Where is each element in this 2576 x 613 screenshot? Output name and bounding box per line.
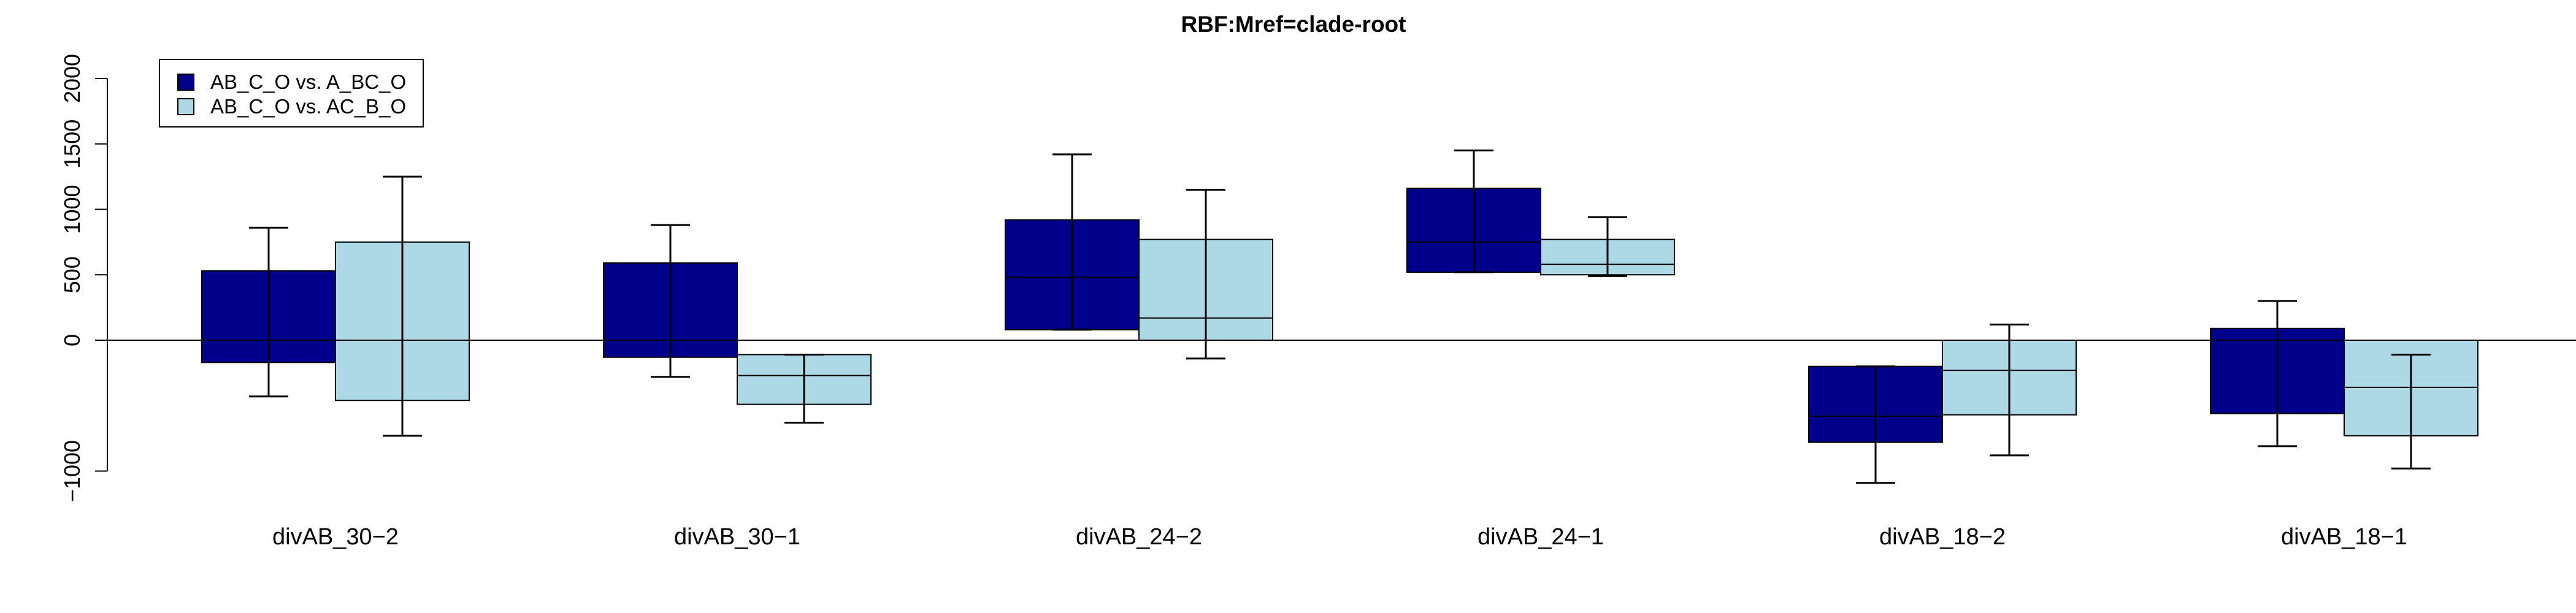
- y-tick-label: 500: [59, 256, 85, 293]
- y-tick-label: 0: [59, 334, 85, 346]
- category-label: divAB_30−1: [674, 524, 800, 550]
- category-group: [603, 224, 872, 424]
- legend: AB_C_O vs. A_BC_O AB_C_O vs. AC_B_O: [159, 59, 424, 128]
- category-group: [1406, 149, 1675, 277]
- category-label: divAB_18−1: [2281, 524, 2407, 550]
- category-group: [1005, 153, 1273, 360]
- legend-swatch-series-1: [177, 74, 194, 91]
- legend-swatch-series-2: [177, 98, 194, 115]
- category-label: divAB_24−1: [1478, 524, 1604, 550]
- category-labels: divAB_30−2 divAB_30−1 divAB_24−2 divAB_24−1…: [272, 524, 2407, 550]
- category-label: divAB_30−2: [272, 524, 399, 550]
- category-label: divAB_24−2: [1076, 524, 1202, 550]
- bar-groups: [201, 149, 2478, 484]
- y-tick-label: 1500: [59, 120, 85, 169]
- legend-box: [159, 59, 424, 128]
- legend-label-series-1: AB_C_O vs. A_BC_O: [210, 70, 406, 93]
- category-group: [2210, 300, 2478, 470]
- legend-label-series-2: AB_C_O vs. AC_B_O: [210, 95, 406, 118]
- y-tick-label: 1000: [59, 185, 85, 234]
- chart-title: RBF:Mref=clade-root: [1181, 12, 1406, 37]
- y-axis: −1000 0 500 1000 1500 2000: [59, 54, 108, 502]
- category-group: [1808, 323, 2077, 484]
- category-label: divAB_18−2: [1879, 524, 2006, 550]
- y-tick-label: 2000: [59, 54, 85, 103]
- y-tick-label: −1000: [59, 440, 85, 502]
- category-group: [201, 175, 470, 437]
